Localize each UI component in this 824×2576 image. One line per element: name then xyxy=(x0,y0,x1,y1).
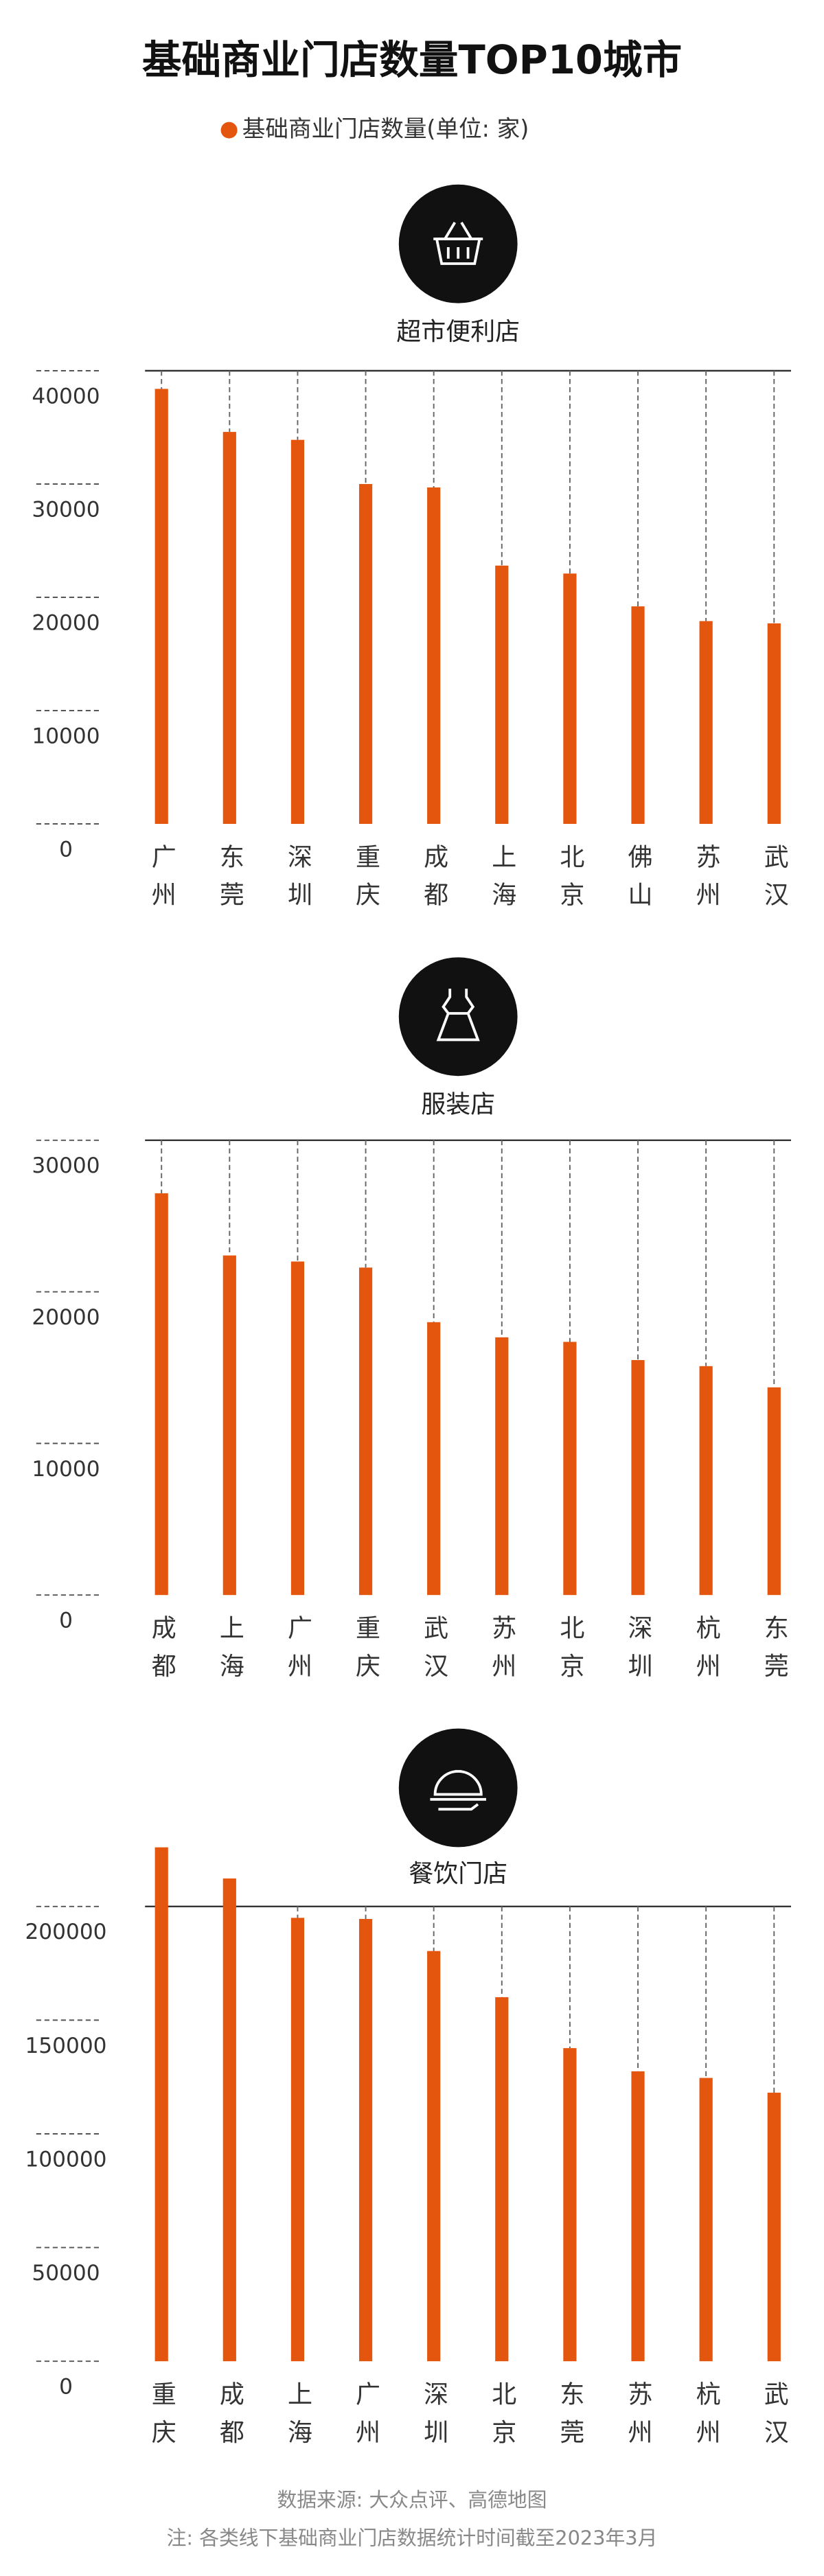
y-tick-label: 20000 xyxy=(32,1305,100,1330)
x-tick-label: 成都 xyxy=(148,1615,176,1690)
x-tick-label: 上海 xyxy=(284,2381,312,2457)
chart: 服装店 0 10000 20000 30000 成都 上海 广州 重庆 武汉 苏州 北京 深圳 杭州 东莞 xyxy=(32,957,791,1690)
bar xyxy=(495,1997,509,2362)
icon-circle xyxy=(398,184,518,303)
chart-title: 餐饮门店 xyxy=(409,1860,507,1888)
bar xyxy=(358,1267,373,1596)
y-tick-label: 150000 xyxy=(25,2034,106,2058)
y-tick-label: 50000 xyxy=(32,2261,100,2286)
bar xyxy=(358,483,373,824)
bar xyxy=(154,1847,168,2362)
chart: 超市便利店 0 10000 20000 30000 40000 广州 东莞 深圳 重庆 成都 上海 北京… xyxy=(32,184,791,919)
bar xyxy=(699,1366,713,1596)
y-tick-label: 10000 xyxy=(32,724,100,748)
legend-swatch xyxy=(220,122,238,139)
bar xyxy=(222,1255,236,1596)
bar xyxy=(290,1918,305,2362)
bar xyxy=(631,606,645,824)
bar xyxy=(290,1261,305,1596)
bar xyxy=(222,432,236,824)
bar xyxy=(495,565,509,824)
bar xyxy=(563,573,577,824)
x-tick-label: 武汉 xyxy=(760,844,788,919)
y-tick-label: 0 xyxy=(59,1609,73,1633)
x-tick-label: 杭州 xyxy=(692,2381,720,2457)
x-tick-label: 东莞 xyxy=(216,843,244,919)
x-tick-label: 重庆 xyxy=(352,1615,380,1690)
x-tick-label: 重庆 xyxy=(148,2381,176,2457)
x-tick-label: 广州 xyxy=(352,2381,380,2457)
x-tick-label: 成都 xyxy=(216,2381,244,2457)
x-tick-label: 上海 xyxy=(216,1615,244,1690)
x-tick-label: 武汉 xyxy=(760,2381,788,2457)
bar xyxy=(767,1387,781,1596)
x-tick-label: 深圳 xyxy=(420,2381,448,2457)
bar xyxy=(290,439,305,824)
x-tick-label: 东莞 xyxy=(760,1615,788,1691)
x-tick-label: 北京 xyxy=(488,2381,516,2457)
x-tick-label: 重庆 xyxy=(352,844,380,919)
x-tick-label: 成都 xyxy=(420,844,448,919)
bar xyxy=(563,2048,577,2362)
y-tick-label: 40000 xyxy=(32,384,100,409)
x-tick-label: 深圳 xyxy=(624,1615,652,1690)
x-tick-label: 苏州 xyxy=(624,2381,652,2457)
chart-title: 服装店 xyxy=(421,1090,495,1118)
y-tick-label: 200000 xyxy=(25,1920,106,1944)
y-tick-label: 10000 xyxy=(32,1457,100,1482)
y-tick-label: 0 xyxy=(59,837,73,862)
y-tick-label: 30000 xyxy=(32,1153,100,1178)
bar xyxy=(563,1342,577,1596)
icon-circle xyxy=(398,1728,518,1848)
title: 基础商业门店数量TOP10城市 xyxy=(142,37,682,83)
x-tick-label: 苏州 xyxy=(692,843,720,919)
bar xyxy=(631,1359,645,1596)
x-tick-label: 苏州 xyxy=(488,1615,516,1691)
y-tick-label: 0 xyxy=(59,2375,73,2400)
x-tick-label: 广州 xyxy=(148,843,176,919)
y-tick-label: 100000 xyxy=(25,2147,106,2172)
x-tick-label: 东莞 xyxy=(556,2381,584,2457)
y-tick-label: 30000 xyxy=(32,497,100,522)
bar xyxy=(154,389,168,824)
chart-title: 超市便利店 xyxy=(396,318,520,346)
icon-shape xyxy=(436,988,480,1042)
note: 注: 各类线下基础商业门店数据统计时间截至2023年3月 xyxy=(167,2526,658,2549)
bar xyxy=(767,2093,781,2362)
source: 数据来源: 大众点评、高德地图 xyxy=(277,2488,547,2511)
x-tick-label: 武汉 xyxy=(420,1615,448,1690)
bar xyxy=(495,1337,509,1596)
bar xyxy=(222,1878,236,2362)
bar xyxy=(427,1322,441,1596)
x-tick-label: 深圳 xyxy=(284,844,312,919)
x-tick-label: 上海 xyxy=(488,844,516,919)
bar xyxy=(427,487,441,824)
bar xyxy=(154,1193,168,1596)
bar xyxy=(699,621,713,824)
bar xyxy=(358,1919,373,2362)
icon-shape xyxy=(433,222,483,259)
x-tick-label: 北京 xyxy=(556,1615,584,1690)
x-tick-label: 杭州 xyxy=(692,1615,720,1691)
chart: 餐饮门店 0 50000 100000 150000 200000 重庆 成都 上海 广州 深圳 北京… xyxy=(25,1728,791,2457)
bar xyxy=(427,1951,441,2362)
x-tick-label: 北京 xyxy=(556,844,584,919)
y-tick-label: 20000 xyxy=(32,610,100,635)
icon-circle xyxy=(398,957,518,1077)
x-tick-label: 广州 xyxy=(284,1615,312,1691)
legend-label: 基础商业门店数量(单位: 家) xyxy=(242,115,529,142)
x-tick-label: 佛山 xyxy=(624,844,653,919)
bar xyxy=(699,2078,713,2362)
bar xyxy=(631,2071,645,2362)
bar xyxy=(767,623,781,824)
icon-shape xyxy=(430,1770,486,1811)
